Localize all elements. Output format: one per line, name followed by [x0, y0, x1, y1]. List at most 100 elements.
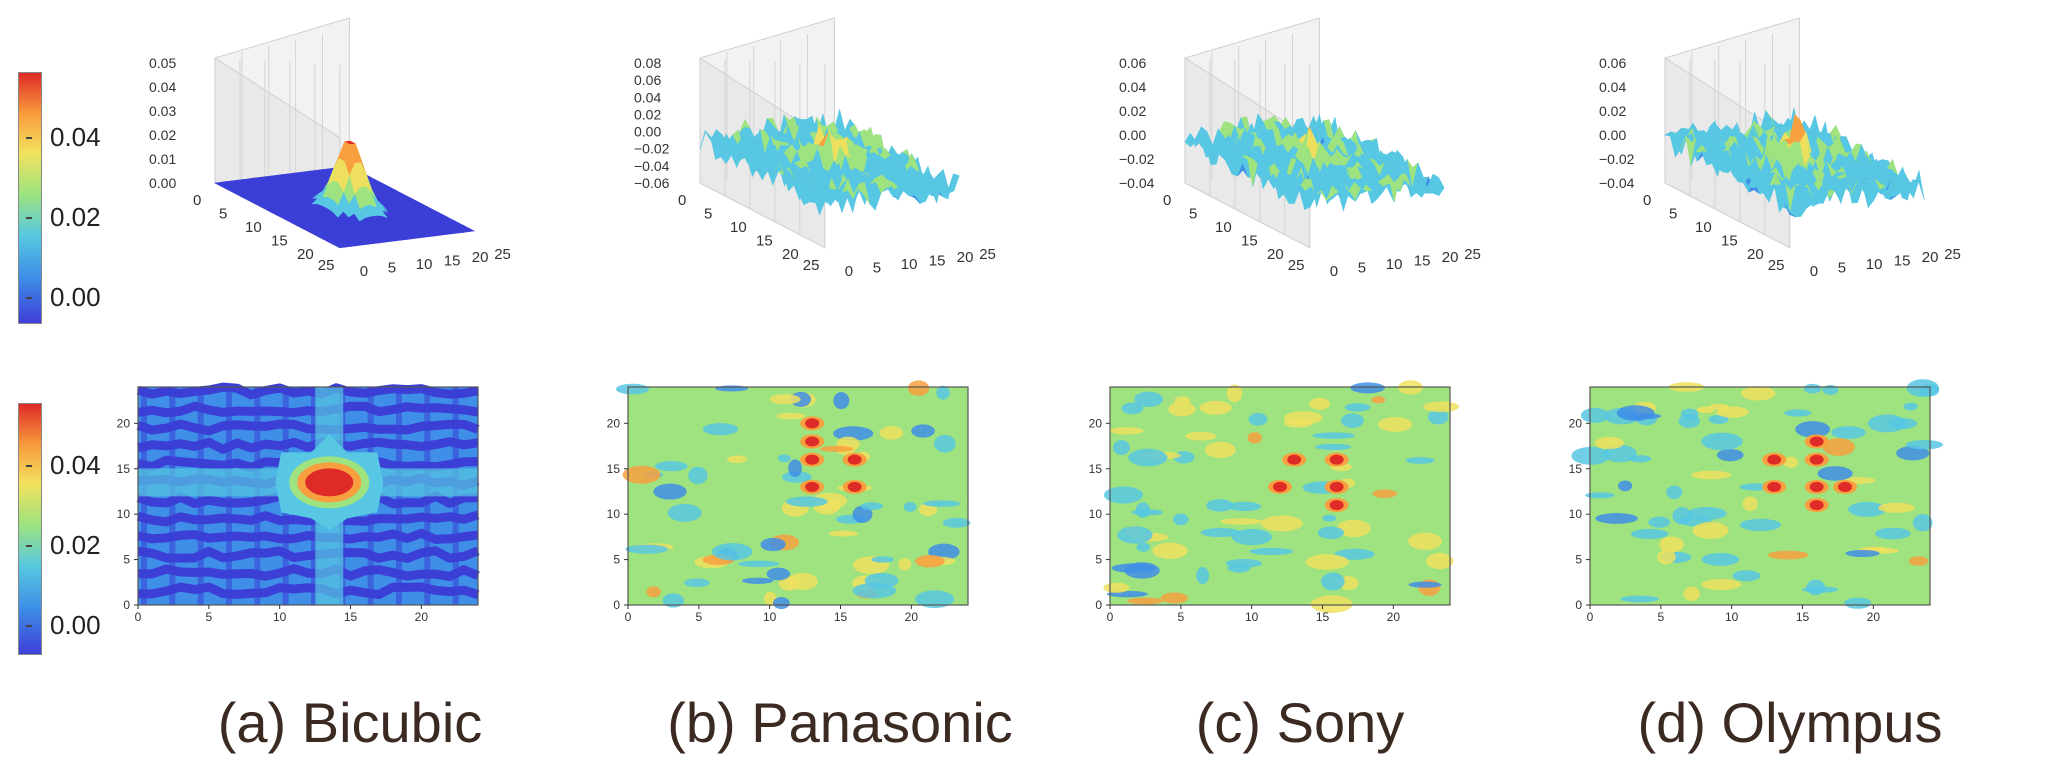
- contour-plot-olympus: 0 5 10 15 20 0 5 10 15 20: [1569, 379, 1944, 624]
- contour-blob: [1585, 492, 1615, 499]
- contour-blob: [1701, 432, 1743, 451]
- z-tick-label: 0.01: [149, 151, 176, 167]
- y-tick-label: 0: [123, 598, 130, 612]
- contour-blob: [662, 593, 685, 608]
- z-tick-label: 0.08: [634, 55, 661, 71]
- contour-blob: [903, 501, 917, 512]
- contour-blob: [1767, 550, 1809, 560]
- contour-blob: [1802, 586, 1839, 593]
- contour-blob: [1341, 413, 1364, 428]
- z-tick-label: 0.02: [149, 127, 176, 143]
- y-tick-label: 5: [1669, 206, 1677, 223]
- contour-blob: [1603, 444, 1637, 463]
- contour-blob: [654, 461, 688, 472]
- y-tick-label: 5: [1095, 553, 1102, 567]
- x-tick-label: 15: [1796, 610, 1810, 624]
- contour-blob: [727, 455, 747, 464]
- plot-frame: [1109, 386, 1451, 606]
- y-tick-label: 0: [1163, 192, 1171, 209]
- contour-blob: [1701, 552, 1740, 566]
- surface-face: [819, 197, 831, 215]
- contour-blob: [1627, 413, 1662, 420]
- contour-blob: [911, 424, 935, 438]
- z-tick-label: 0.00: [1599, 127, 1626, 143]
- y-tick-label: 10: [1089, 507, 1103, 521]
- y-tick-label: 0: [193, 192, 201, 209]
- contour-blob: [871, 556, 894, 563]
- y-tick-label: 0: [678, 192, 686, 209]
- x-tick-label: 10: [1866, 256, 1883, 273]
- contour-blob: [1848, 501, 1887, 517]
- x-tick-label: 20: [957, 249, 974, 266]
- z-tick-label: 0.00: [149, 175, 176, 191]
- z-tick-label: −0.04: [634, 158, 670, 174]
- y-tick-label: 10: [730, 219, 747, 236]
- y-tick-label: 0: [1643, 192, 1651, 209]
- surface-face: [1304, 190, 1316, 210]
- z-tick-label: 0.02: [634, 106, 661, 122]
- contour-blob: [879, 426, 904, 440]
- contour-blob: [777, 454, 791, 463]
- contour-blob: [1594, 436, 1624, 450]
- contour-blob: [1103, 582, 1130, 593]
- background: [628, 387, 968, 605]
- z-tick-label: 0.02: [1599, 103, 1626, 119]
- caption-olympus: (d) Olympus: [1637, 691, 1943, 754]
- contour-blob: [787, 572, 818, 590]
- contour-plot-bicubic: 0 5 10 15 20 0 5 10 15 20: [117, 382, 480, 624]
- contour-blob: [1908, 556, 1929, 566]
- x-tick-label: 0: [845, 263, 853, 280]
- contour-blob: [1875, 527, 1911, 540]
- contour-blob: [1803, 383, 1822, 394]
- x-tick-label: 5: [1177, 610, 1184, 624]
- colorbar-bottom-tick: [26, 545, 32, 547]
- contour-blob: [1657, 549, 1676, 565]
- z-tick-label: 0.06: [634, 72, 661, 88]
- contour-blob: [1111, 563, 1155, 573]
- surface-plot-olympus: 25201510500510152025−0.04−0.020.000.020.…: [1599, 17, 1961, 280]
- y-tick-label: 20: [297, 246, 314, 263]
- x-tick-label: 5: [1358, 259, 1366, 276]
- hotspot-core: [1767, 481, 1782, 492]
- contour-band: [136, 382, 479, 400]
- contour-blob: [1121, 402, 1144, 415]
- contour-blob: [907, 380, 930, 396]
- z-tick-label: 0.04: [1599, 79, 1626, 95]
- colorbar-bottom-tick: [26, 625, 32, 627]
- contour-blob: [1322, 514, 1337, 522]
- y-tick-label: 10: [245, 219, 262, 236]
- x-tick-label: 5: [205, 610, 212, 624]
- contour-blob: [1196, 566, 1210, 585]
- x-tick-label: 25: [494, 246, 511, 263]
- contour-blob: [1220, 518, 1263, 525]
- contour-band: [137, 582, 480, 600]
- plot-area: [615, 380, 971, 610]
- contour-blob: [653, 483, 687, 500]
- contour-blob: [1321, 572, 1345, 591]
- contour-band: [137, 564, 480, 582]
- contour-blob: [1309, 397, 1330, 410]
- contour-blob: [688, 466, 708, 485]
- x-tick-label: 0: [135, 610, 142, 624]
- contour-blob: [1716, 406, 1749, 418]
- hotspot-core: [1838, 481, 1852, 492]
- contour-blob: [1226, 384, 1243, 403]
- y-tick-label: 5: [219, 206, 227, 223]
- contour-blob: [1701, 579, 1742, 590]
- contour-blob: [702, 423, 739, 436]
- y-tick-label: 5: [123, 553, 130, 567]
- caption-sony: (c) Sony: [1195, 691, 1405, 754]
- y-tick-label: 0: [1575, 598, 1582, 612]
- contour-blob: [1845, 549, 1880, 558]
- colorbar-bottom-label: 0.02: [50, 530, 101, 560]
- x-tick-label: 20: [905, 610, 919, 624]
- contour-blob: [1312, 432, 1356, 439]
- y-tick-label: 25: [1768, 257, 1785, 274]
- contour-blob: [1199, 400, 1232, 415]
- caption-bicubic: (a) Bicubic: [217, 691, 483, 754]
- contour-blob: [711, 543, 753, 561]
- surface-plot-bicubic: 252015105005101520250.000.010.020.030.04…: [149, 17, 511, 280]
- colorbar-bottom-label: 0.04: [50, 450, 101, 480]
- contour-blob: [1372, 489, 1398, 498]
- contour-blob: [1571, 446, 1610, 465]
